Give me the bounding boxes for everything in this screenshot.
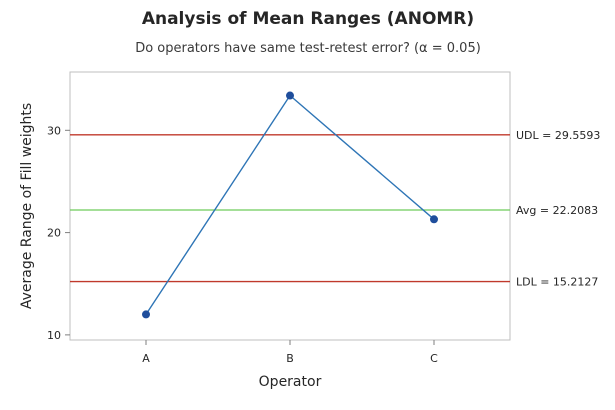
series-group (142, 91, 438, 319)
y-tick-label-2: 30 (47, 124, 61, 137)
x-axis: A B C (142, 340, 438, 365)
x-axis-label: Operator (259, 374, 322, 390)
x-tick-label-1: B (286, 352, 294, 365)
y-axis: 10 20 30 (47, 124, 70, 342)
y-tick-label-0: 10 (47, 329, 61, 342)
y-axis-label: Average Range of Fill weights (19, 103, 35, 309)
chart-title: Analysis of Mean Ranges (ANOMR) (142, 9, 474, 29)
plot-frame (69, 71, 511, 341)
data-point-a (142, 310, 150, 319)
reference-lines: UDL = 29.5593 Avg = 22.2083 LDL = 15.2127 (70, 129, 600, 289)
reference-label-1: Avg = 22.2083 (516, 204, 598, 217)
reference-label-0: UDL = 29.5593 (516, 129, 600, 142)
data-point-b (286, 91, 294, 100)
x-tick-label-0: A (142, 352, 150, 365)
chart-subtitle: Do operators have same test-retest error… (135, 41, 481, 56)
data-point-c (430, 215, 438, 224)
reference-label-2: LDL = 15.2127 (516, 276, 598, 289)
y-tick-label-1: 20 (47, 227, 61, 240)
x-tick-label-2: C (430, 352, 438, 365)
